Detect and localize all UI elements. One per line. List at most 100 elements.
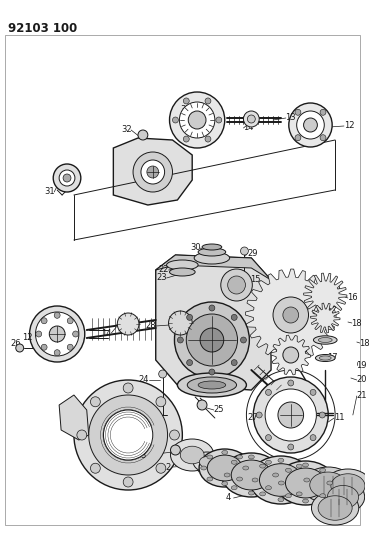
Ellipse shape — [237, 455, 243, 459]
Circle shape — [123, 477, 133, 487]
Circle shape — [273, 297, 309, 333]
Text: 9: 9 — [231, 480, 236, 489]
Circle shape — [228, 276, 245, 294]
Circle shape — [256, 412, 262, 418]
Ellipse shape — [231, 460, 237, 464]
Ellipse shape — [303, 463, 309, 467]
Ellipse shape — [285, 468, 326, 498]
Ellipse shape — [327, 486, 359, 508]
Circle shape — [183, 98, 189, 104]
Text: 6: 6 — [344, 486, 350, 495]
Circle shape — [231, 314, 237, 320]
Text: 22: 22 — [158, 265, 169, 274]
Circle shape — [53, 164, 81, 192]
Circle shape — [295, 135, 301, 141]
Circle shape — [30, 306, 85, 362]
Polygon shape — [156, 255, 271, 390]
Circle shape — [169, 430, 179, 440]
Text: 13: 13 — [56, 333, 67, 342]
Ellipse shape — [222, 450, 228, 455]
Circle shape — [278, 402, 303, 428]
Circle shape — [320, 135, 326, 141]
Text: 25: 25 — [213, 406, 224, 415]
Circle shape — [89, 395, 168, 475]
Circle shape — [36, 312, 79, 356]
Text: 16: 16 — [274, 311, 284, 320]
Ellipse shape — [266, 486, 272, 490]
Circle shape — [172, 117, 178, 123]
Circle shape — [183, 136, 189, 142]
Ellipse shape — [278, 481, 284, 485]
Polygon shape — [156, 255, 271, 280]
Circle shape — [138, 130, 148, 140]
Ellipse shape — [198, 381, 226, 389]
Circle shape — [156, 397, 166, 407]
Circle shape — [77, 430, 87, 440]
Circle shape — [200, 328, 224, 352]
Circle shape — [243, 111, 259, 127]
Circle shape — [288, 380, 294, 386]
Ellipse shape — [304, 478, 310, 482]
Polygon shape — [271, 335, 310, 375]
Circle shape — [54, 350, 60, 356]
Circle shape — [156, 463, 166, 473]
Ellipse shape — [278, 498, 284, 502]
Text: 15: 15 — [250, 276, 260, 285]
Circle shape — [231, 360, 237, 366]
Text: 19: 19 — [356, 360, 367, 369]
Circle shape — [159, 370, 166, 378]
Ellipse shape — [303, 499, 309, 503]
Text: 11: 11 — [334, 414, 344, 423]
Circle shape — [197, 400, 207, 410]
Circle shape — [171, 445, 180, 455]
Ellipse shape — [201, 466, 207, 470]
Polygon shape — [245, 269, 336, 361]
Circle shape — [16, 344, 24, 352]
Polygon shape — [310, 303, 340, 333]
Circle shape — [266, 434, 272, 441]
Circle shape — [320, 109, 326, 115]
Ellipse shape — [243, 466, 249, 470]
Ellipse shape — [249, 456, 312, 504]
Circle shape — [205, 98, 211, 104]
Circle shape — [283, 307, 299, 323]
Ellipse shape — [296, 464, 302, 468]
Ellipse shape — [313, 336, 337, 344]
Text: 2: 2 — [165, 463, 170, 472]
Text: 32: 32 — [121, 125, 131, 134]
Ellipse shape — [310, 472, 347, 498]
Text: 27: 27 — [247, 414, 258, 423]
Polygon shape — [303, 273, 347, 317]
Circle shape — [288, 444, 294, 450]
Ellipse shape — [169, 311, 192, 335]
Text: 26: 26 — [10, 340, 21, 349]
Ellipse shape — [259, 464, 302, 496]
Ellipse shape — [193, 452, 221, 472]
Text: 20: 20 — [356, 376, 367, 384]
Circle shape — [295, 109, 301, 115]
Ellipse shape — [207, 455, 242, 481]
Ellipse shape — [222, 453, 281, 497]
Circle shape — [104, 410, 153, 460]
Ellipse shape — [296, 492, 302, 496]
Ellipse shape — [166, 260, 198, 270]
Ellipse shape — [231, 486, 237, 490]
Ellipse shape — [207, 455, 213, 459]
Ellipse shape — [199, 449, 250, 487]
Circle shape — [303, 118, 317, 132]
Ellipse shape — [266, 460, 272, 464]
Circle shape — [205, 136, 211, 142]
Ellipse shape — [237, 477, 243, 481]
Text: 21: 21 — [356, 392, 367, 400]
Circle shape — [169, 92, 225, 148]
Circle shape — [36, 331, 42, 337]
Polygon shape — [59, 395, 89, 440]
Text: 31: 31 — [44, 188, 55, 197]
Ellipse shape — [318, 337, 332, 342]
Ellipse shape — [331, 474, 365, 498]
Circle shape — [147, 166, 159, 178]
Circle shape — [141, 160, 165, 184]
Text: 8: 8 — [289, 491, 295, 500]
Ellipse shape — [187, 377, 236, 393]
Ellipse shape — [248, 491, 254, 495]
